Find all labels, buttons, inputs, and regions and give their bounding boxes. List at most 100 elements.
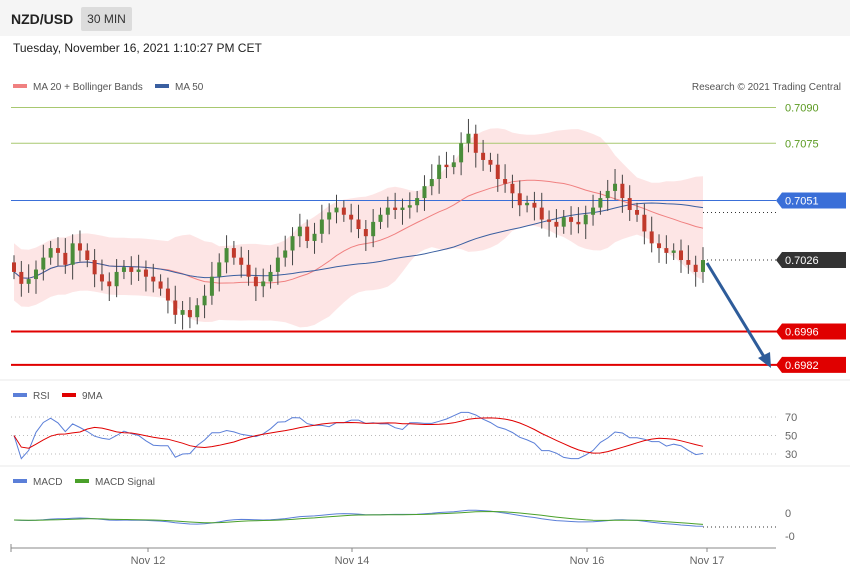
x-label-0: Nov 12: [131, 555, 166, 567]
candle-90: [671, 243, 676, 261]
macd-tick-1: -0: [785, 531, 795, 543]
legend-ma50: MA 50: [175, 82, 204, 93]
candle-48: [363, 219, 368, 251]
candle-94: [701, 247, 705, 283]
candle-88: [657, 234, 662, 263]
candle-58: [437, 155, 442, 194]
candle-54: [407, 192, 412, 219]
legend-macd-signal: MACD Signal: [95, 477, 155, 488]
chart-header: NZD/USD 30 MIN: [0, 0, 850, 36]
candle-71: [532, 191, 537, 221]
candlesticks: [12, 118, 705, 330]
candle-31: [239, 246, 244, 278]
candle-4: [41, 244, 46, 281]
candle-78: [583, 205, 588, 240]
candle-36: [275, 246, 280, 285]
candle-25: [195, 298, 200, 325]
candle-1: [19, 260, 24, 297]
candle-63: [473, 124, 478, 168]
candle-70: [525, 195, 530, 213]
candle-76: [569, 206, 574, 235]
level-tag-bg-5: [776, 356, 846, 373]
candle-44: [334, 194, 339, 224]
legend-rsi-ma: 9MA: [82, 391, 103, 402]
candle-93: [693, 255, 698, 287]
candle-32: [246, 250, 251, 286]
candle-64: [481, 139, 486, 171]
candle-11: [92, 249, 97, 288]
macd-line: [13, 509, 704, 527]
macd-panel: 0 -0: [13, 508, 795, 543]
candle-73: [547, 210, 552, 237]
forecast-arrow: [705, 262, 771, 368]
legend-rsi: RSI: [33, 391, 50, 402]
candle-43: [327, 203, 332, 235]
level-tag-bg-3: [776, 252, 846, 269]
candle-50: [378, 207, 383, 230]
candle-40: [305, 219, 310, 249]
price-level-tags: 0.7090 0.7075 0.7051 0.7026 0.6996 0.6982: [776, 103, 846, 373]
candle-15: [121, 260, 126, 280]
rsi-panel: 70 50 30: [11, 411, 797, 461]
candle-92: [686, 245, 691, 274]
candle-33: [253, 267, 258, 301]
candle-5: [48, 240, 53, 265]
rsi-tick-50: 50: [785, 431, 797, 443]
candle-17: [136, 254, 141, 281]
candle-0: [12, 255, 16, 280]
level-tag-0: 0.7090: [785, 103, 819, 115]
candle-89: [664, 235, 669, 264]
candle-69: [517, 180, 522, 217]
candle-13: [107, 272, 112, 301]
legend-macd-swatch: [13, 479, 27, 483]
candle-16: [129, 256, 134, 285]
candle-42: [319, 204, 324, 243]
candle-55: [415, 190, 420, 213]
candle-56: [422, 175, 427, 211]
candle-51: [385, 196, 390, 228]
candle-61: [459, 132, 464, 176]
currency-pair: NZD/USD: [11, 11, 74, 27]
candle-28: [217, 253, 222, 292]
x-label-2: Nov 16: [570, 555, 605, 567]
candle-22: [173, 285, 178, 324]
credit-text: Research © 2021 Trading Central: [692, 82, 841, 93]
candle-21: [165, 277, 170, 314]
x-axis-labels: Nov 12 Nov 14 Nov 16 Nov 17: [10, 544, 725, 567]
legend-macd-signal-swatch: [75, 479, 89, 483]
rsi-ma-line: [13, 417, 704, 454]
candle-9: [77, 230, 82, 262]
candle-87: [649, 216, 654, 253]
candle-59: [444, 151, 449, 179]
candle-35: [268, 264, 273, 289]
candle-62: [466, 118, 471, 153]
candle-85: [635, 202, 640, 222]
candle-7: [63, 238, 68, 274]
candle-79: [591, 194, 596, 226]
candle-75: [561, 209, 566, 234]
legend-ma20-swatch: [13, 84, 27, 88]
candle-29: [224, 235, 229, 274]
candle-72: [539, 192, 544, 229]
legend-ma50-swatch: [155, 84, 169, 88]
level-tag-bg-4: [776, 323, 846, 340]
legend-rsi-ma-swatch: [62, 393, 76, 397]
candle-82: [613, 169, 618, 200]
candle-86: [642, 203, 647, 245]
timeframe-button[interactable]: 30 MIN: [81, 7, 132, 31]
price-levels: [11, 107, 846, 366]
chart-timestamp: Tuesday, November 16, 2021 1:10:27 PM CE…: [13, 41, 262, 55]
candle-14: [114, 259, 119, 298]
macd-signal-line: [13, 510, 704, 525]
candle-34: [261, 268, 266, 298]
candle-80: [598, 190, 603, 215]
candle-57: [429, 164, 434, 196]
candle-38: [290, 227, 295, 266]
candle-23: [180, 300, 185, 330]
candle-47: [356, 204, 361, 239]
x-label-3: Nov 17: [690, 555, 725, 567]
candle-10: [85, 243, 90, 268]
legend-macd: MACD: [33, 477, 62, 488]
legend-rsi-swatch: [13, 393, 27, 397]
